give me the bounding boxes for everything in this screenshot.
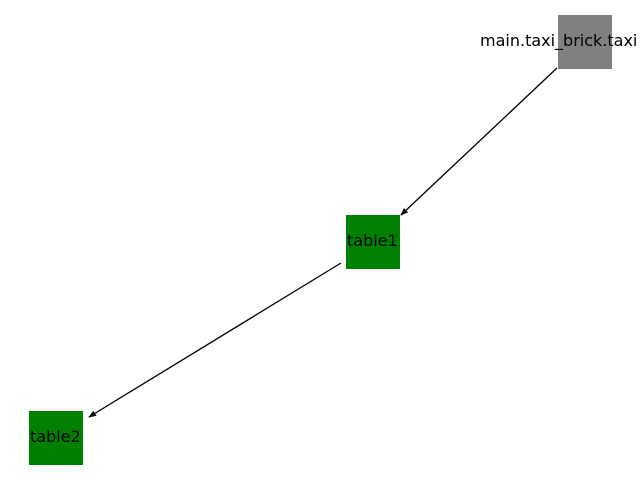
- node-table2-box: [29, 411, 83, 465]
- node-source-label: main.taxi_brick.taxi: [480, 31, 638, 50]
- edge-source-to-table1: [400, 67, 558, 216]
- node-table1-label: table1: [347, 231, 398, 250]
- node-source-box: [558, 15, 612, 69]
- node-table2-label: table2: [30, 427, 81, 446]
- node-table1-box: [346, 215, 400, 269]
- edge-table1-to-table2: [88, 262, 342, 418]
